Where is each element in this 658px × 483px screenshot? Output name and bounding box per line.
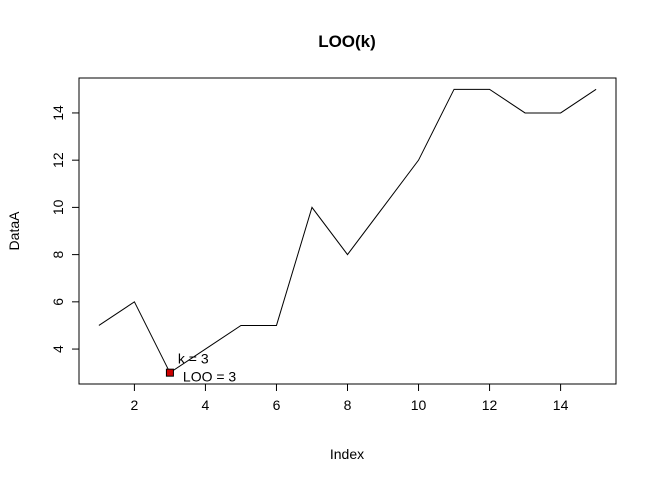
data-point [383, 207, 384, 208]
chart-title: LOO(k) [318, 32, 376, 51]
highlight-marker [165, 368, 174, 377]
data-point [311, 207, 312, 208]
series-layer [98, 88, 597, 374]
data-point [205, 349, 206, 350]
y-tick-label: 4 [50, 345, 66, 353]
y-axis: 4 6 8 10 12 14 [50, 105, 80, 353]
y-tick-label: 10 [50, 199, 66, 215]
y-tick-label: 14 [50, 105, 66, 121]
data-point [276, 325, 277, 326]
x-axis: 2 4 6 8 10 12 14 [131, 383, 569, 413]
data-point [418, 160, 419, 161]
x-tick-label: 10 [411, 397, 427, 413]
annotation-layer: k = 3 LOO = 3 [165, 351, 237, 385]
data-point [454, 89, 455, 90]
series-line [98, 88, 597, 374]
data-point [98, 325, 99, 326]
data-point [240, 325, 241, 326]
data-point [489, 89, 490, 90]
x-tick-label: 8 [344, 397, 352, 413]
x-tick-label: 4 [202, 397, 210, 413]
x-tick-label: 12 [482, 397, 498, 413]
y-axis-label: DataA [6, 211, 22, 251]
data-point [525, 112, 526, 113]
data-point [596, 89, 597, 90]
x-tick-label: 6 [273, 397, 281, 413]
x-axis-label: Index [330, 446, 364, 462]
data-point [347, 254, 348, 255]
y-tick-label: 12 [50, 152, 66, 168]
annotation-loo: LOO = 3 [183, 369, 237, 385]
annotation-k: k = 3 [178, 351, 209, 367]
y-tick-label: 6 [50, 298, 66, 306]
data-point [560, 112, 561, 113]
y-tick-label: 8 [50, 251, 66, 259]
plot-frame [78, 77, 617, 385]
x-tick-label: 2 [131, 397, 139, 413]
data-point [134, 301, 135, 302]
x-tick-label: 14 [553, 397, 569, 413]
